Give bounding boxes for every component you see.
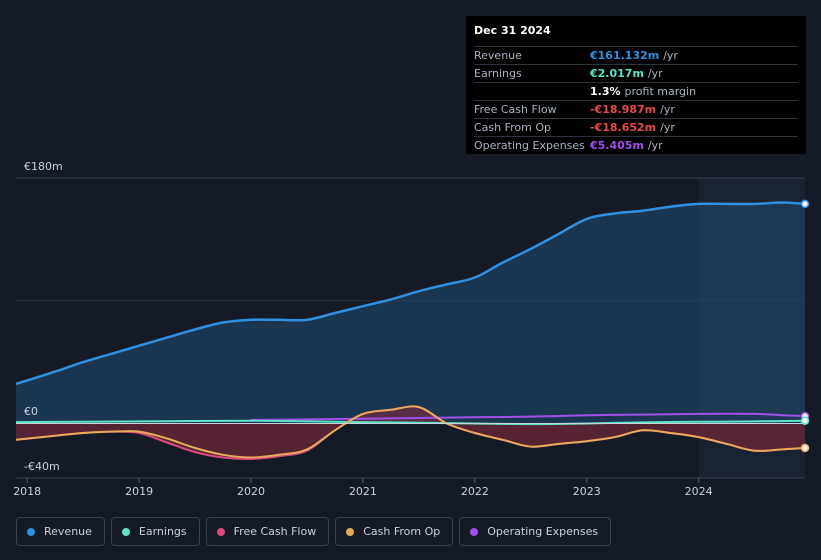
series-area-revenue bbox=[16, 202, 805, 424]
legend-item-cash-from-op[interactable]: Cash From Op bbox=[335, 517, 454, 546]
tooltip-row: Operating Expenses €5.405m/yr bbox=[474, 137, 798, 154]
x-tick-label-2024: 2024 bbox=[685, 485, 713, 498]
tooltip-row-label: Earnings bbox=[474, 67, 522, 80]
legend-dot-icon bbox=[216, 527, 225, 536]
x-tick-label-2022: 2022 bbox=[461, 485, 489, 498]
legend-dot-icon bbox=[346, 527, 355, 536]
end-dots bbox=[800, 199, 810, 453]
legend-label: Free Cash Flow bbox=[233, 525, 317, 538]
y-tick-label-top: €180m bbox=[24, 160, 63, 173]
tooltip-row-unit: /yr bbox=[663, 49, 678, 62]
tooltip-row-value: €2.017m bbox=[590, 67, 644, 80]
legend-label: Revenue bbox=[44, 525, 92, 538]
tooltip-row: 1.3% profit margin bbox=[474, 83, 798, 101]
tooltip-row: Free Cash Flow -€18.987m/yr bbox=[474, 101, 798, 119]
chart: €180m €0 -€40m 2018 2019 2020 2021 2022 2023 2… bbox=[13, 160, 810, 498]
x-axis: 2018 2019 2020 2021 2022 2023 2024 bbox=[13, 478, 713, 498]
legend-label: Cash From Op bbox=[363, 525, 441, 538]
tooltip-row: Cash From Op -€18.652m/yr bbox=[474, 119, 798, 137]
tooltip-row: Earnings €2.017m/yr bbox=[474, 65, 798, 83]
tooltip-row-value: -€18.987m bbox=[590, 103, 657, 116]
tooltip-row-label: Free Cash Flow bbox=[474, 103, 557, 116]
tooltip-row-unit: /yr bbox=[660, 121, 675, 134]
series-area-free-cash-flow bbox=[16, 406, 805, 459]
tooltip-row: Revenue €161.132m/yr bbox=[474, 47, 798, 65]
x-tick-label-2021: 2021 bbox=[349, 485, 377, 498]
series-line-earnings bbox=[15, 419, 806, 426]
legend-label: Operating Expenses bbox=[487, 525, 599, 538]
tooltip-row-value: 1.3% bbox=[590, 85, 621, 98]
legend-item-free-cash-flow[interactable]: Free Cash Flow bbox=[205, 517, 330, 546]
legend: Revenue Earnings Free Cash Flow Cash From O… bbox=[16, 517, 612, 546]
legend-item-operating-expenses[interactable]: Operating Expenses bbox=[459, 517, 612, 546]
tooltip-row-label: Operating Expenses bbox=[474, 139, 585, 152]
series-line-operating-expenses bbox=[250, 412, 806, 421]
tooltip-date: Dec 31 2024 bbox=[474, 24, 798, 47]
tooltip-row-label bbox=[474, 83, 590, 100]
legend-dot-icon bbox=[27, 527, 35, 536]
end-dot-revenue bbox=[800, 199, 810, 209]
legend-dot-icon bbox=[470, 527, 479, 536]
series-layer bbox=[15, 201, 806, 460]
tooltip-row-unit: /yr bbox=[647, 139, 663, 152]
tooltip-row-unit: /yr bbox=[647, 67, 663, 80]
tooltip-row-unit: /yr bbox=[660, 103, 675, 116]
legend-dot-icon bbox=[121, 527, 130, 536]
legend-item-revenue[interactable]: Revenue bbox=[16, 517, 105, 546]
y-tick-label-zero: €0 bbox=[24, 405, 38, 418]
tooltip-row-value: €161.132m bbox=[590, 49, 660, 62]
tooltip-row-value: -€18.652m bbox=[590, 121, 657, 134]
series-line-revenue bbox=[15, 201, 806, 386]
x-tick-label-2020: 2020 bbox=[237, 485, 265, 498]
y-tick-label-bottom: -€40m bbox=[24, 460, 60, 473]
tooltip-row-value: €5.405m bbox=[590, 139, 644, 152]
x-tick-label-2018: 2018 bbox=[13, 485, 41, 498]
x-tick-label-2019: 2019 bbox=[125, 485, 153, 498]
legend-label: Earnings bbox=[138, 525, 187, 538]
end-dot-cash-from-op bbox=[800, 443, 810, 453]
end-dot-earnings bbox=[800, 416, 810, 425]
tooltip-rows: Revenue €161.132m/yr Earnings €2.017m/yr 1.3… bbox=[474, 47, 798, 154]
series-line-cash-from-op bbox=[15, 405, 806, 459]
tooltip-row-label: Revenue bbox=[474, 49, 522, 62]
x-tick-label-2023: 2023 bbox=[573, 485, 601, 498]
tooltip-row-label: Cash From Op bbox=[474, 121, 552, 134]
tooltip-row-unit: profit margin bbox=[624, 85, 697, 98]
tooltip: Dec 31 2024 Revenue €161.132m/yr Earnings €… bbox=[466, 16, 806, 154]
legend-item-earnings[interactable]: Earnings bbox=[110, 517, 200, 546]
